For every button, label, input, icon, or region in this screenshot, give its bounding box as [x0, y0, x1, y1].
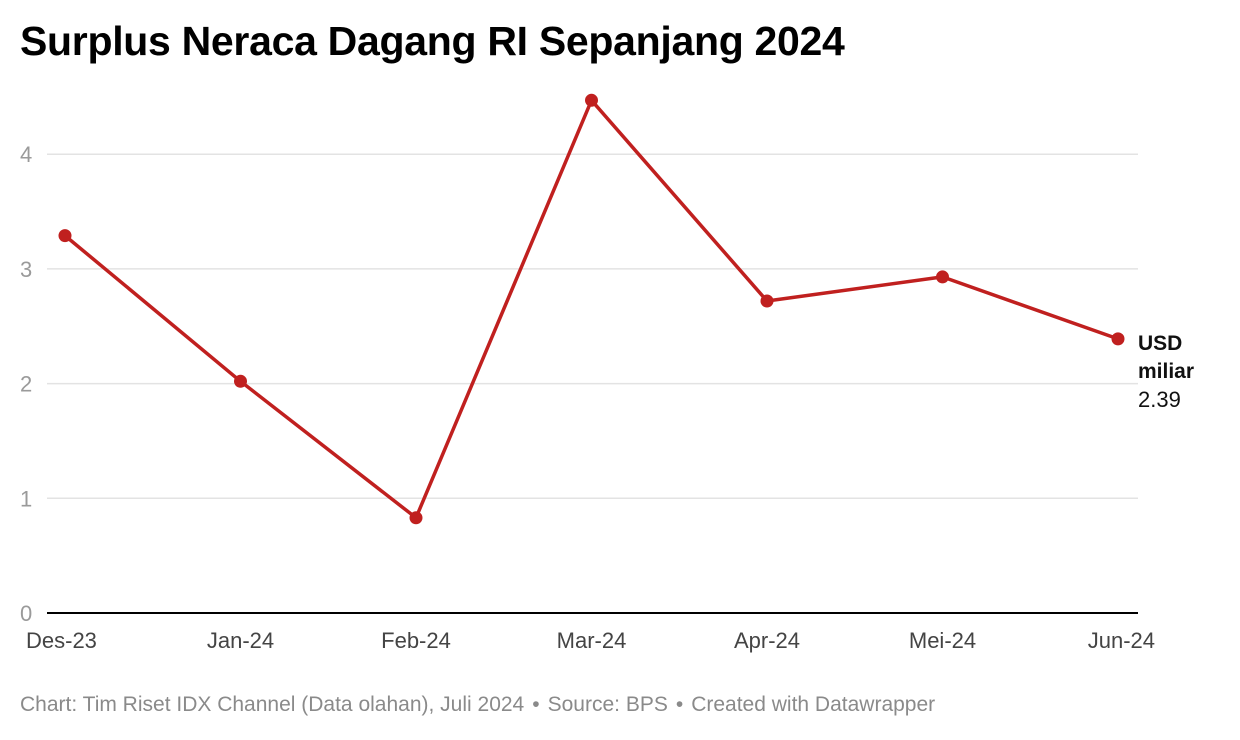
- chart-footer: Chart: Tim Riset IDX Channel (Data olaha…: [20, 693, 935, 717]
- end-label-value: 2.39: [1138, 387, 1181, 412]
- data-point[interactable]: [234, 374, 247, 388]
- data-point[interactable]: [936, 270, 949, 284]
- data-point[interactable]: [1111, 332, 1125, 346]
- end-label-unit: USD: [1138, 332, 1182, 355]
- data-point[interactable]: [58, 229, 72, 243]
- data-point[interactable]: [409, 511, 423, 525]
- x-tick-label: Mei-24: [909, 628, 976, 653]
- x-tick-label: Jan-24: [207, 628, 274, 653]
- x-axis-ticks: Des-23 Jan-24 Feb-24 Mar-24 Apr-24 Mei-24 Jun-…: [26, 628, 1155, 653]
- series-line: [63, 98, 1119, 520]
- y-tick-label: 0: [20, 601, 32, 626]
- x-tick-label: Feb-24: [381, 628, 451, 653]
- chart-credit: Chart: Tim Riset IDX Channel (Data olaha…: [20, 693, 525, 716]
- line-chart: 0 1 2 3 4 Des-23 Jan-24 Feb-24 Mar-24 Apr-24 Mei-…: [20, 93, 1194, 653]
- data-points: [58, 93, 1125, 525]
- datawrapper-link[interactable]: Created with Datawrapper: [691, 693, 936, 716]
- gridlines: [47, 153, 1138, 500]
- y-tick-label: 1: [20, 486, 32, 511]
- footer-separator: •: [675, 693, 684, 716]
- x-tick-label: Apr-24: [734, 628, 800, 653]
- end-label: USD miliar 2.39: [1138, 332, 1194, 412]
- footer-separator: •: [532, 693, 540, 716]
- y-tick-label: 4: [20, 142, 32, 167]
- end-label-unit: miliar: [1138, 360, 1194, 383]
- x-tick-label: Jun-24: [1088, 628, 1155, 653]
- y-tick-label: 2: [20, 372, 32, 397]
- data-point[interactable]: [585, 93, 598, 107]
- chart-title: Surplus Neraca Dagang RI Sepanjang 2024: [20, 18, 845, 64]
- x-tick-label: Des-23: [26, 628, 97, 653]
- data-point[interactable]: [760, 294, 774, 308]
- source-link[interactable]: Source: BPS: [547, 693, 668, 716]
- y-tick-label: 3: [20, 257, 32, 282]
- y-axis-ticks: 0 1 2 3 4: [20, 142, 32, 626]
- x-tick-label: Mar-24: [557, 628, 627, 653]
